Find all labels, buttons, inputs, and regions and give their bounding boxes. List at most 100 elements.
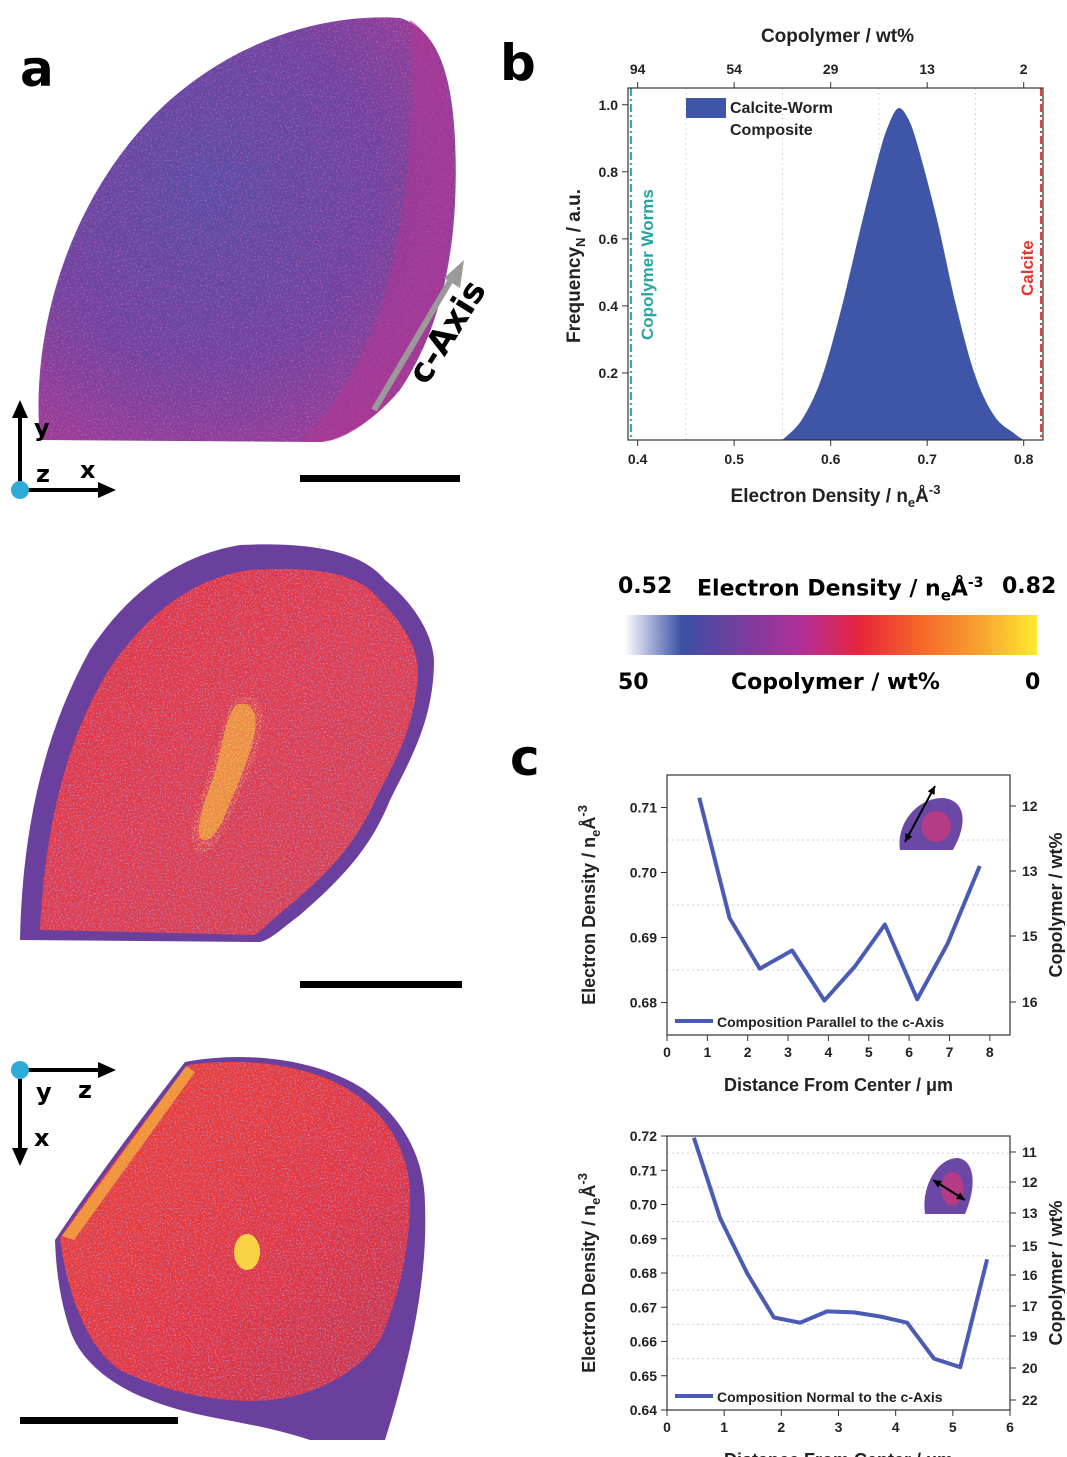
c-parallel-y-axis-title-part-3: -3 [575,805,590,817]
c-normal-right-tick-label-7: 20 [1022,1360,1038,1376]
c-parallel-x-tick-label-7: 7 [946,1044,954,1060]
c-parallel-x-axis-title: Distance From Center / μm [724,1075,953,1095]
top-axis-title-b: Copolymer / wt% [761,26,914,47]
c-parallel-y-tick-label-0: 0.68 [630,995,657,1011]
c-parallel-x-tick-label-2: 2 [744,1044,752,1060]
y-tick-label-b-0: 0.2 [599,365,619,381]
c-normal-x-tick-label-2: 2 [777,1419,785,1435]
c-normal-y-tick-label-1: 0.65 [630,1368,657,1384]
c-normal-y-tick-label-7: 0.71 [630,1162,657,1178]
axis-label-x-bottom: x [34,1124,50,1152]
colorbar-min-density: 0.52 [618,574,673,599]
c-parallel-series-line [697,797,982,1003]
legend-label-b-line2: Composite [730,122,813,139]
crystal-render-bottom [55,1057,426,1440]
c-parallel-y-tick-label-1: 0.69 [630,930,657,946]
scale-bar-bottom [20,1417,178,1424]
c-normal-right-tick-label-1: 12 [1022,1174,1038,1190]
axis-label-x-top: x [80,456,96,484]
c-parallel-x-tick-label-8: 8 [986,1044,994,1060]
colorbar-gradient [624,615,1037,655]
x-axis-title-b: Electron Density / neÅ-3 [731,482,941,510]
c-normal-y-tick-label-0: 0.64 [630,1402,657,1418]
c-normal-y-tick-label-3: 0.67 [630,1299,657,1315]
c-parallel-y-axis-title-part-1: e [588,830,603,837]
c-normal-right-tick-label-6: 19 [1022,1328,1038,1344]
axis-label-z-top: z [36,460,50,488]
c-normal-x-axis-title: Distance From Center / μm [724,1450,953,1457]
c-normal-y-axis-title-part-2: Å [579,1185,599,1198]
colorbar-title-sup: -3 [967,575,984,591]
panel-label-c: c [510,729,540,787]
x-tick-label-b-3: 0.7 [917,451,937,467]
c-parallel-right-tick-label-3: 16 [1022,994,1038,1010]
c-normal-y-axis-title-part-0: Electron Density / n [579,1205,599,1373]
top-tick-label-b-0: 94 [630,61,646,77]
c-normal-x-tick-label-6: 6 [1006,1419,1014,1435]
c-normal-inset-arrowhead-end [956,1192,965,1200]
c-parallel-y-tick-label-2: 0.70 [630,865,657,881]
y-axis-title-b-part-1: N [573,238,588,247]
x-tick-label-b-4: 0.8 [1014,451,1034,467]
c-normal-x-tick-label-4: 4 [892,1419,900,1435]
c-normal-right-tick-label-2: 13 [1022,1205,1038,1221]
c-normal-y-tick-label-8: 0.72 [630,1128,657,1144]
colorbar-title-sub: e [940,586,951,605]
x-axis-title-b-part-2: Å [915,486,929,507]
c-normal-right-tick-label-0: 11 [1022,1144,1037,1160]
c-parallel-inset-arrowhead-end [927,786,935,795]
legend-label-b-line1: Calcite-Worm [730,100,833,117]
c-normal-legend-label: Composition Normal to the c-Axis [717,1389,943,1405]
c-parallel-right-axis-title: Copolymer / wt% [1046,832,1065,977]
x-tick-label-b-0: 0.4 [628,451,648,467]
reference-label-copolymer-worms: Copolymer Worms [638,189,657,340]
c-parallel-right-tick-label-0: 12 [1022,798,1038,814]
axes-triad-bottom [11,1061,116,1166]
top-tick-label-b-3: 13 [919,61,935,77]
crystal-render-middle [20,544,434,942]
top-tick-label-b-1: 54 [726,61,742,77]
plot-frame-b [627,87,1044,441]
c-normal-inset-arrowhead-start [933,1180,942,1188]
y-axis-title-b-part-0: Frequency [564,247,585,344]
chart-c-parallel: 0 1 2 3 4 5 6 7 80.680.690.700.71 12131516Composi… [575,774,1065,1095]
scale-bar-middle [300,981,462,988]
c-normal-inset-core [941,1172,964,1206]
axis-label-z-bottom: z [78,1076,92,1104]
colorbar-title-text: Electron Density / n [697,576,941,602]
c-parallel-y-axis-title: Electron Density / neÅ-3 [575,805,603,1005]
c-parallel-x-tick-label-0: 0 [663,1044,671,1060]
c-parallel-x-tick-label-1: 1 [703,1044,711,1060]
x-axis-title-b-part-1: e [908,495,915,510]
panel-label-b: b [500,34,536,92]
colorbar-max-copolymer: 0 [1025,670,1041,695]
c-normal-x-tick-label-0: 0 [663,1419,671,1435]
c-normal-y-axis-title: Electron Density / neÅ-3 [575,1173,603,1373]
c-normal-y-tick-label-4: 0.68 [630,1265,657,1281]
chart-b: Copolymer Worms Calcite 0.4 0.5 0.6 0.7 0.8 0.2… [564,26,1044,510]
c-parallel-y-tick-label-3: 0.71 [630,800,657,816]
c-normal-right-tick-label-8: 22 [1022,1392,1038,1408]
y-axis-title-b-part-2: / a.u. [564,189,585,238]
axes-triad-top [11,400,116,499]
scale-bar-top [300,475,460,482]
c-parallel-inset-arrowhead-start [905,833,913,842]
c-parallel-inset-core [921,811,951,843]
c-parallel-right-tick-label-1: 13 [1022,863,1038,879]
c-parallel-y-axis-title-part-0: Electron Density / n [579,837,599,1005]
c-normal-x-tick-label-1: 1 [720,1419,728,1435]
colorbar-title-unit: Å [950,576,968,602]
axis-label-y-bottom: y [36,1078,52,1106]
top-tick-label-b-4: 2 [1020,61,1028,77]
c-parallel-x-tick-label-5: 5 [865,1044,873,1060]
y-tick-label-b-4: 1.0 [599,97,619,113]
axis-label-y-top: y [34,414,50,442]
c-normal-y-axis-title-part-3: -3 [575,1173,590,1185]
c-normal-y-tick-label-6: 0.70 [630,1197,657,1213]
panel-a-renders [11,17,464,1440]
colorbar-min-copolymer: 50 [618,670,649,695]
histogram-area [782,107,1024,441]
x-tick-label-b-1: 0.5 [724,451,744,467]
c-normal-x-tick-label-3: 3 [835,1419,843,1435]
c-axis-arrow [371,260,464,412]
